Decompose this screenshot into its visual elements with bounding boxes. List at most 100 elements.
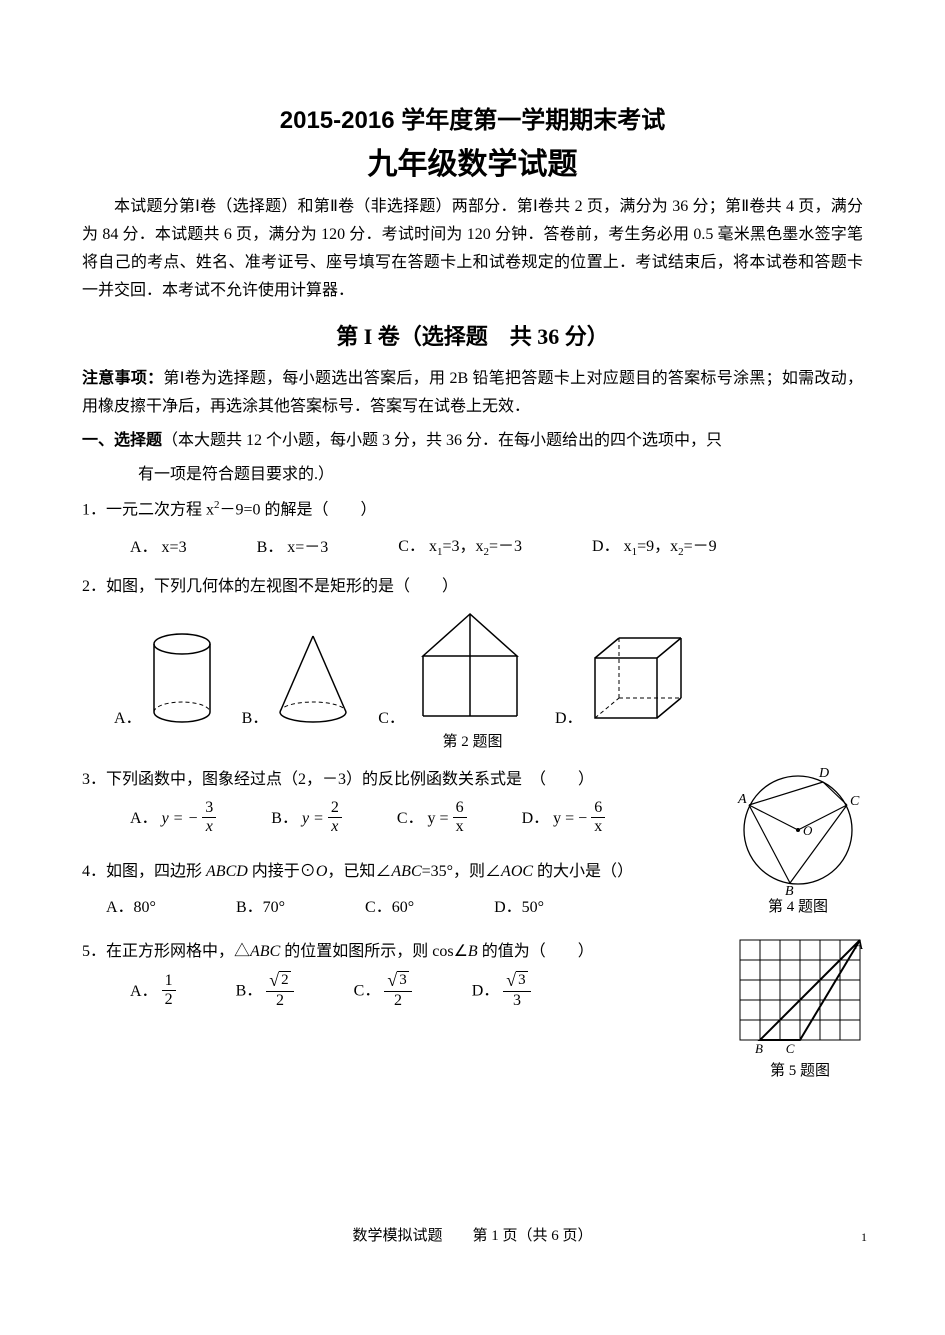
- q3-stem: 3．下列函数中，图象经过点（2，－3）的反比例函数关系式是 （ ）: [82, 765, 721, 795]
- q5c-pre: C．: [354, 983, 381, 1000]
- section-heading: 第 I 卷（选择题 共 36 分）: [82, 319, 863, 351]
- q3-q4-left: 3．下列函数中，图象经过点（2，－3）的反比例函数关系式是 （ ） A． y =…: [82, 765, 721, 931]
- q5-b: B: [468, 943, 478, 960]
- cylinder-icon: [142, 628, 222, 728]
- q5c-den: 2: [384, 992, 411, 1009]
- prism-icon: [405, 608, 535, 728]
- q3-opt-a: A． y = − 3x: [130, 802, 216, 837]
- q1d-c: =－9: [684, 538, 717, 555]
- q1-opt-d: D． x1=9，x2=－9: [592, 532, 717, 558]
- part-text-1: （本大题共 12 个小题，每小题 3 分，共 36 分．在每小题给出的四个选项中…: [162, 432, 722, 449]
- q4-stem: 4．如图，四边形 ABCD 内接于⊙O，已知∠ABC=35°，则∠AOC 的大小…: [82, 857, 721, 887]
- q3c-pre: C．: [397, 810, 424, 827]
- q3b-num: 2: [328, 800, 342, 818]
- svg-text:A: A: [854, 937, 863, 952]
- q4-figure: O A D C B 第 4 题图: [733, 765, 863, 916]
- q1-stem-a: 1．一元二次方程 x: [82, 501, 214, 518]
- q5b-num-v: 2: [279, 971, 291, 989]
- q1-stem-b: －9=0 的解是（ ）: [220, 501, 377, 518]
- q3a-frac: 3x: [202, 800, 216, 835]
- q2-d-label: D．: [555, 704, 583, 728]
- q4s-a: 4．如图，四边形: [82, 863, 206, 880]
- q3b-pre: B．: [271, 810, 298, 827]
- q3c-lhs: y =: [428, 810, 449, 827]
- q4s-f: ）: [617, 863, 633, 880]
- q1-opt-c: C． x1=3，x2=－3: [398, 532, 522, 558]
- circle-quad-icon: O A D C B: [733, 765, 863, 895]
- q1d-a: D． x: [592, 538, 632, 555]
- q3-options: A． y = − 3x B． y = 2x C． y = 6x D． y = −: [82, 802, 721, 837]
- q3d-pre: D．: [522, 810, 550, 827]
- q1-options: A． x=3 B． x=－3 C． x1=3，x2=－3 D． x1=9，x2=…: [82, 532, 863, 558]
- q5-opt-b: B． √2 2: [236, 973, 294, 1011]
- q5d-num: √3: [503, 971, 530, 992]
- q5c-num: √3: [384, 971, 411, 992]
- q5-caption: 第 5 题图: [737, 1059, 863, 1080]
- q5a-frac: 12: [162, 973, 176, 1008]
- q5s-a: 5．在正方形网格中，△: [82, 943, 250, 960]
- q4-opt-a: A．80°: [106, 893, 156, 917]
- q3a-pre: A．: [130, 810, 158, 827]
- q3c-den: x: [453, 818, 467, 835]
- q3-opt-c: C． y = 6x: [397, 802, 467, 837]
- q3-opt-d: D． y = − 6x: [522, 802, 606, 837]
- q3c-frac: 6x: [453, 800, 467, 835]
- q5-stem: 5．在正方形网格中，△ABC 的位置如图所示，则 cos∠B 的值为（ ）: [82, 937, 725, 967]
- q5-opt-c: C． √3 2: [354, 973, 412, 1011]
- q5c-frac: √3 2: [384, 971, 411, 1009]
- q4-opt-c: C．60°: [365, 893, 414, 917]
- svg-text:A: A: [737, 792, 747, 807]
- q5d-den: 3: [503, 992, 530, 1009]
- q2-a: A．: [114, 628, 222, 728]
- q5-options: A． 12 B． √2 2 C． √3 2: [82, 973, 725, 1011]
- q5-left: 5．在正方形网格中，△ABC 的位置如图所示，则 cos∠B 的值为（ ） A．…: [82, 937, 725, 1025]
- q2-figures: A． B． C．: [82, 608, 863, 728]
- q5a-pre: A．: [130, 983, 158, 1000]
- q4-caption: 第 4 题图: [733, 895, 863, 916]
- q3b-lhs: y =: [302, 810, 324, 827]
- q4s-b: 内接于⊙: [248, 863, 316, 880]
- q4s-e: 的大小是（: [533, 863, 617, 880]
- q3d-frac: 6x: [591, 800, 605, 835]
- q3c-num: 6: [453, 800, 467, 818]
- q1c-b: =3，x: [442, 538, 483, 555]
- page-number-small: 1: [861, 1230, 867, 1245]
- q5d-pre: D．: [472, 983, 500, 1000]
- q1c-c: =－3: [489, 538, 522, 555]
- page-footer: 数学模拟试题 第 1 页（共 6 页）: [0, 1224, 945, 1245]
- q5c-num-v: 3: [397, 971, 409, 989]
- svg-text:D: D: [818, 766, 829, 781]
- grid-triangle-icon: A B: [737, 937, 863, 1047]
- q5-bc-labels: B C: [737, 1041, 863, 1057]
- q1d-b: =9，x: [637, 538, 678, 555]
- q5a-num: 1: [162, 973, 176, 991]
- q2-c-label: C．: [378, 704, 405, 728]
- q3-opt-b: B． y = 2x: [271, 802, 342, 837]
- q4-abcd: ABCD: [206, 863, 248, 880]
- q5-block: 5．在正方形网格中，△ABC 的位置如图所示，则 cos∠B 的值为（ ） A．…: [82, 937, 863, 1080]
- q3d-lhs: y = −: [553, 810, 587, 827]
- q1c-a: C． x: [398, 538, 437, 555]
- q3-q4-block: 3．下列函数中，图象经过点（2，－3）的反比例函数关系式是 （ ） A． y =…: [82, 765, 863, 931]
- q5-abc: ABC: [250, 943, 280, 960]
- part-heading-line2: 有一项是符合题目要求的.）: [82, 461, 863, 489]
- q4-options: A．80° B．70° C．60° D．50°: [82, 893, 721, 917]
- q3a-num: 3: [202, 800, 216, 818]
- notice-text: 第Ⅰ卷为选择题，每小题选出答案后，用 2B 铅笔把答题卡上对应题目的答案标号涂黑…: [82, 370, 863, 415]
- intro-paragraph: 本试题分第Ⅰ卷（选择题）和第Ⅱ卷（非选择题）两部分．第Ⅰ卷共 2 页，满分为 3…: [82, 193, 863, 305]
- cuboid-icon: [583, 628, 693, 728]
- q4-opt-b: B．70°: [236, 893, 285, 917]
- q5-opt-d: D． √3 3: [472, 973, 531, 1011]
- svg-text:C: C: [850, 794, 860, 809]
- q5b-pre: B．: [236, 983, 263, 1000]
- notice-label: 注意事项：: [82, 370, 163, 387]
- q5d-num-v: 3: [516, 971, 528, 989]
- part-label: 一、选择题: [82, 432, 162, 449]
- q5s-b: 的位置如图所示，则 cos∠: [280, 943, 468, 960]
- q5d-frac: √3 3: [503, 971, 530, 1009]
- q3a-lhs: y = −: [162, 810, 199, 827]
- q4-abc: ABC: [391, 863, 421, 880]
- notice: 注意事项：第Ⅰ卷为选择题，每小题选出答案后，用 2B 铅笔把答题卡上对应题目的答…: [82, 365, 863, 421]
- q5-opt-a: A． 12: [130, 975, 176, 1010]
- q2-b: B．: [242, 628, 359, 728]
